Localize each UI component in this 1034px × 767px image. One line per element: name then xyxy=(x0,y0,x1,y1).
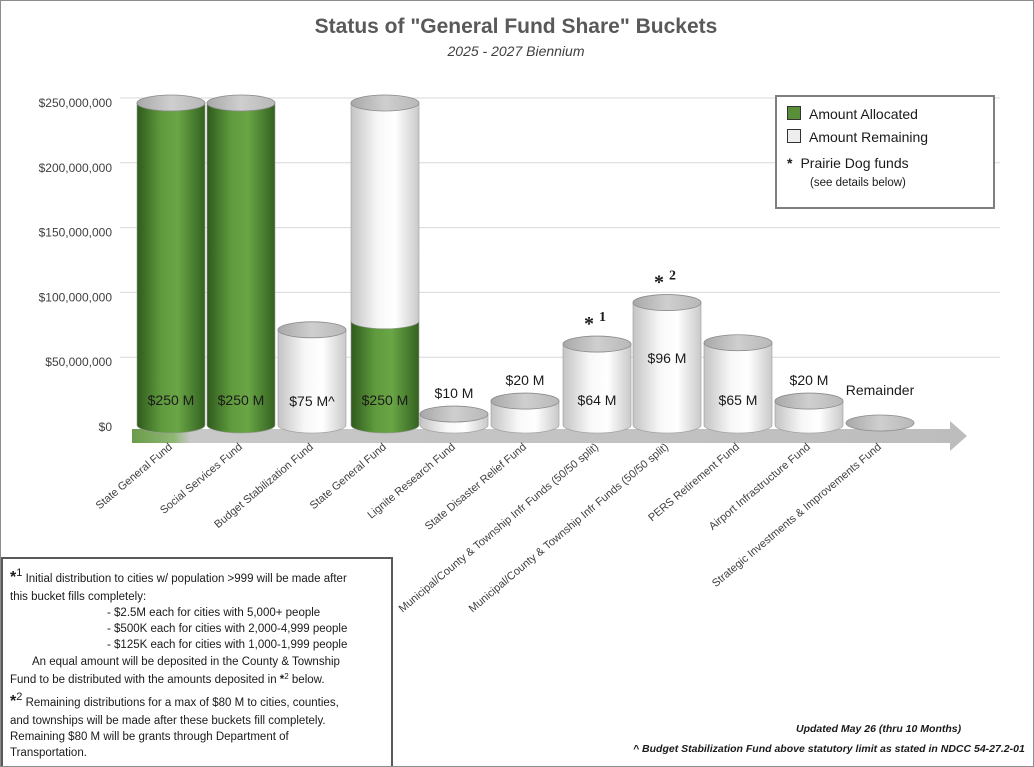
legend-label-remaining: Amount Remaining xyxy=(809,129,929,145)
bar-allocated xyxy=(136,102,206,434)
x-axis-arrow xyxy=(132,421,967,451)
bar-top xyxy=(845,414,915,432)
note-1-bullet-2: - $500K each for cities with 2,000-4,999… xyxy=(107,623,348,635)
legend-swatch-remaining xyxy=(787,129,801,143)
legend-item-allocated: Amount Allocated xyxy=(787,106,918,122)
marker-sup: 1 xyxy=(599,310,606,325)
bar-top xyxy=(490,392,560,410)
bar-remaining xyxy=(703,342,773,434)
note-2-sup: 2 xyxy=(16,691,23,703)
bar-remaining-body xyxy=(277,329,347,434)
bar-top xyxy=(774,392,844,410)
bar-top xyxy=(419,405,489,423)
bar-allocated-body xyxy=(350,320,420,434)
data-label: Remainder xyxy=(846,382,915,398)
y-tick-label: $0 xyxy=(99,420,113,434)
bar-allocated xyxy=(206,102,276,434)
asterisk-icon: * xyxy=(10,569,17,586)
data-label: $20 M xyxy=(506,372,545,388)
y-tick-label: $250,000,000 xyxy=(39,96,113,110)
bar-remaining xyxy=(277,329,347,434)
bar-remaining-body xyxy=(632,302,702,434)
note-1-equal-2: Fund to be distributed with the amounts … xyxy=(10,672,325,686)
bar-allocated-body xyxy=(206,102,276,434)
note-2-line-3: Remaining $80 M will be grants through D… xyxy=(10,731,289,743)
note-1-equal-2-sup: 2 xyxy=(284,672,289,681)
data-label: $75 M^ xyxy=(289,393,335,409)
y-tick-label: $100,000,000 xyxy=(39,290,113,304)
chart-title: Status of "General Fund Share" Buckets xyxy=(315,15,718,38)
asterisk-icon: * xyxy=(787,155,793,171)
bar-remaining xyxy=(632,302,702,434)
x-tick-label: State General Fund xyxy=(308,441,389,512)
y-tick-label: $150,000,000 xyxy=(39,226,113,240)
legend: Amount Allocated Amount Remaining * Prair… xyxy=(775,95,995,209)
note-1-line-1: *1 Initial distribution to cities w/ pop… xyxy=(10,567,347,587)
bar-top xyxy=(350,94,420,112)
bar-top xyxy=(206,94,276,112)
note-1-equal-2-text: Fund to be distributed with the amounts … xyxy=(10,674,280,686)
data-label: $10 M xyxy=(435,385,474,401)
bar-remaining xyxy=(490,400,560,434)
note-1-bullet-1: - $2.5M each for cities with 5,000+ peop… xyxy=(107,607,321,619)
y-tick-label: $50,000,000 xyxy=(45,355,112,369)
note-1-line-2: this bucket fills completely: xyxy=(10,591,147,603)
bar-remaining-body xyxy=(490,400,560,434)
legend-item-remaining: Amount Remaining xyxy=(787,129,928,145)
bar-top xyxy=(632,294,702,311)
data-label: $250 M xyxy=(218,392,265,408)
data-label: $250 M xyxy=(362,392,409,408)
legend-label-prairie: Prairie Dog funds xyxy=(800,155,909,171)
bar-top xyxy=(136,94,206,112)
bar-top xyxy=(703,334,773,352)
bars: $250 M $250 M $75 M^ $250 M $10 M $20 M $64 M *… xyxy=(136,94,915,434)
notes-box: *1 Initial distribution to cities w/ pop… xyxy=(1,557,393,766)
note-1-sup: 1 xyxy=(16,567,23,579)
note-2-line-1: *2 Remaining distributions for a max of … xyxy=(10,691,339,711)
bar-remaining-body xyxy=(562,343,632,434)
legend-details: (see details below) xyxy=(810,177,906,189)
chart-subtitle: 2025 - 2027 Biennium xyxy=(447,43,585,59)
note-1-equal-2-end: below. xyxy=(288,674,325,686)
marker-label: * xyxy=(584,313,594,335)
note-2-text-1: Remaining distributions for a max of $80… xyxy=(25,697,339,709)
note-1-text-1: Initial distribution to cities w/ popula… xyxy=(25,573,347,585)
legend-label-allocated: Amount Allocated xyxy=(809,106,918,122)
bar-remaining-body xyxy=(350,102,420,330)
footnote-caret: ^ Budget Stabilization Fund above statut… xyxy=(633,743,1025,755)
note-2-line-4: Transportation. xyxy=(10,747,87,759)
bar-top xyxy=(277,321,347,339)
bar-allocated-body xyxy=(136,102,206,434)
data-label: $250 M xyxy=(148,392,195,408)
asterisk-icon: * xyxy=(10,693,17,710)
marker-sup: 2 xyxy=(669,269,676,284)
legend-item-prairie: * Prairie Dog funds xyxy=(787,155,909,171)
data-label: $20 M xyxy=(790,372,829,388)
data-label: $96 M xyxy=(648,350,687,366)
bar-remaining xyxy=(562,343,632,434)
note-1-bullet-3: - $125K each for cities with 1,000-1,999… xyxy=(107,639,348,651)
data-label: $65 M xyxy=(719,392,758,408)
bar-remaining-body xyxy=(774,400,844,434)
data-label: $64 M xyxy=(578,392,617,408)
updated-note: Updated May 26 (thru 10 Months) xyxy=(796,723,962,735)
y-tick-label: $200,000,000 xyxy=(39,161,113,175)
note-2-line-2: and townships will be made after these b… xyxy=(10,715,326,727)
y-axis-ticks: $0 $50,000,000 $100,000,000 $150,000,000 $20… xyxy=(39,96,113,434)
note-1-equal-1: An equal amount will be deposited in the… xyxy=(32,656,340,668)
bar-remaining xyxy=(774,400,844,434)
legend-swatch-allocated xyxy=(787,106,801,120)
marker-label: * xyxy=(654,272,664,294)
x-tick-label: State General Fund xyxy=(94,441,175,512)
bar-remaining xyxy=(350,102,420,330)
asterisk-icon: * xyxy=(279,674,285,686)
bar-allocated xyxy=(350,320,420,434)
bar-top xyxy=(562,335,632,353)
bar-remaining-body xyxy=(703,342,773,434)
